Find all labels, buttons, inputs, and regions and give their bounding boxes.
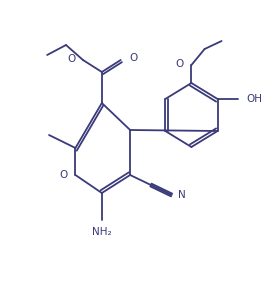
Text: O: O: [60, 170, 68, 180]
Text: O: O: [129, 53, 138, 63]
Text: NH₂: NH₂: [92, 227, 112, 237]
Text: N: N: [178, 190, 186, 200]
Text: O: O: [67, 54, 75, 64]
Text: OH: OH: [247, 94, 263, 104]
Text: O: O: [176, 59, 184, 69]
